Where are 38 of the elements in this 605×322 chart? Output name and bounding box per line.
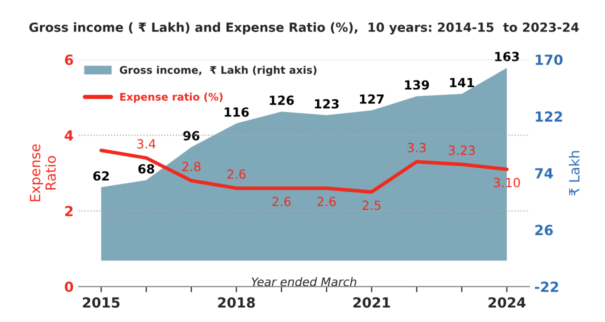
legend-label: Gross income, ₹ Lakh (right axis): [120, 66, 316, 76]
y-tick-label: 0: [64, 282, 74, 292]
data-label: 2.8: [182, 162, 200, 172]
data-label: 141: [450, 78, 474, 88]
y-tick-label: 2: [65, 206, 73, 216]
data-label: 3.3: [408, 142, 426, 152]
data-label: 126: [270, 96, 294, 106]
data-label: 139: [405, 80, 429, 90]
chart-title: Gross income ( ₹ Lakh) and Expense Ratio (%), 10 years: 2014-15 to 2023-24: [29, 22, 579, 34]
data-label: 127: [360, 94, 384, 104]
x-tick-label: 2015: [82, 297, 120, 308]
x-tick-label: 2021: [353, 297, 390, 308]
y2-tick-label: 170: [536, 54, 563, 66]
data-label: 3.10: [494, 178, 520, 188]
y2-tick-label: 122: [536, 111, 562, 122]
y2-tick-label: 26: [535, 224, 553, 236]
data-label: 163: [495, 52, 519, 62]
y2-axis-title: ₹ Lakh: [568, 151, 580, 196]
x-axis-title: Year ended March: [252, 277, 356, 286]
y2-tick-label: 74: [535, 168, 553, 178]
y-tick-label: 6: [64, 54, 74, 66]
x-tick-label: 2024: [488, 297, 526, 308]
data-label: 62: [93, 171, 109, 181]
data-label: 116: [224, 107, 249, 117]
y-tick-label: 4: [64, 130, 74, 141]
data-label: 123: [314, 99, 339, 109]
data-label: 3.23: [448, 146, 475, 156]
data-label: 2.6: [272, 196, 291, 206]
data-label: 96: [183, 131, 200, 140]
data-label: 2.6: [227, 169, 246, 179]
data-label: 68: [138, 164, 154, 174]
y-axis-title: Expense Ratio: [30, 144, 56, 202]
x-tick-label: 2018: [218, 297, 255, 308]
legend-label: Expense ratio (%): [120, 92, 222, 103]
data-label: 2.6: [318, 196, 336, 206]
data-label: 2.5: [362, 200, 380, 210]
y2-tick-label: -22: [534, 282, 558, 292]
data-label: 3.4: [137, 139, 156, 149]
